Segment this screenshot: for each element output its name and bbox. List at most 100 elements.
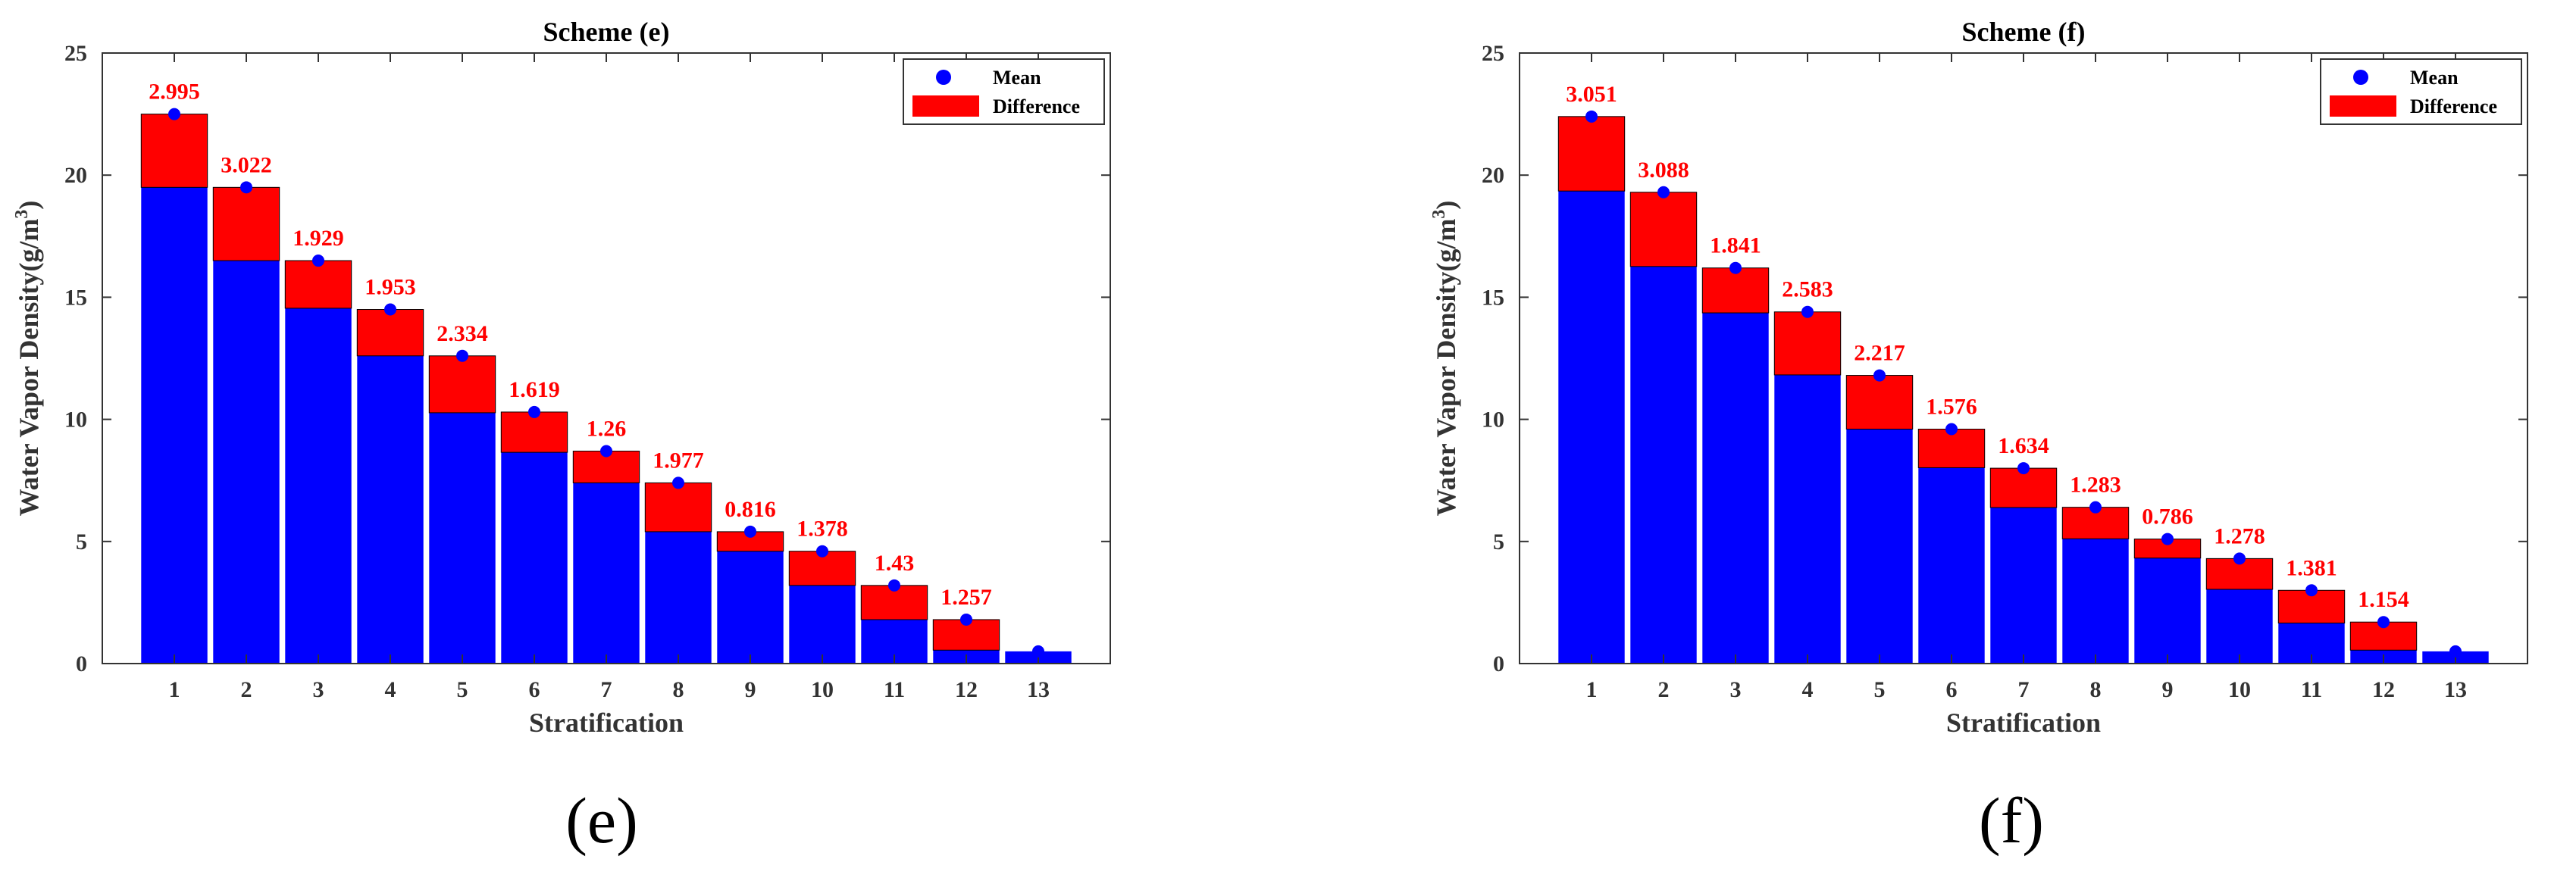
legend-difference-label: Difference: [2410, 95, 2497, 117]
difference-label-5: 2.334: [437, 321, 488, 346]
x-tick-label-1: 1: [1586, 677, 1598, 702]
y-tick-label-15: 15: [1482, 285, 1504, 310]
difference-bar-7: [1989, 467, 2058, 508]
x-tick-label-9: 9: [745, 677, 756, 702]
mean-point-4: [1801, 305, 1814, 318]
difference-label-8: 1.283: [2070, 473, 2121, 498]
difference-label-3: 1.841: [1710, 233, 1761, 258]
mean-bar-4: [357, 355, 424, 664]
difference-label-12: 1.154: [2358, 587, 2409, 612]
mean-point-4: [384, 303, 396, 316]
mean-point-5: [456, 349, 468, 362]
difference-label-10: 1.278: [2214, 523, 2265, 548]
difference-label-10: 1.378: [797, 517, 848, 542]
y-tick-label-10: 10: [1482, 408, 1504, 433]
difference-label-11: 1.381: [2286, 555, 2337, 580]
difference-bar-5: [428, 355, 496, 414]
difference-label-7: 1.26: [587, 417, 627, 442]
legend-mean-marker: [936, 70, 951, 85]
difference-bar-8: [644, 482, 712, 533]
chart-title: Scheme (e): [543, 17, 670, 47]
mean-point-6: [1945, 423, 1958, 436]
x-tick-label-11: 11: [884, 677, 905, 702]
mean-point-2: [240, 181, 252, 194]
difference-label-9: 0.816: [725, 497, 776, 522]
x-tick-label-8: 8: [673, 677, 684, 702]
mean-bar-10: [789, 585, 856, 664]
difference-bar-3: [1701, 267, 1770, 314]
mean-bar-1: [1558, 191, 1625, 664]
legend-mean-marker: [2353, 70, 2368, 85]
x-tick-label-11: 11: [2301, 677, 2322, 702]
y-axis-label: Water Vapor Density(g/m3): [1429, 201, 1461, 517]
difference-label-2: 3.088: [1638, 158, 1689, 183]
y-tick-label-20: 20: [1482, 163, 1504, 188]
x-tick-label-9: 9: [2162, 677, 2174, 702]
y-tick-label-0: 0: [1493, 651, 1504, 676]
mean-point-2: [1657, 186, 1670, 198]
difference-bar-1: [1557, 116, 1626, 192]
mean-point-9: [2161, 533, 2174, 545]
difference-label-12: 1.257: [941, 585, 992, 610]
difference-label-1: 2.995: [149, 80, 200, 105]
mean-point-9: [744, 525, 756, 538]
panel-caption-f: (f): [1979, 784, 2044, 857]
mean-point-6: [528, 405, 540, 418]
y-tick-label-25: 25: [64, 41, 87, 66]
x-tick-label-7: 7: [601, 677, 612, 702]
mean-bar-9: [717, 551, 784, 664]
difference-bar-6: [1917, 428, 1986, 468]
mean-point-7: [2017, 462, 2030, 475]
difference-bar-5: [1845, 375, 1914, 430]
difference-bar-2: [212, 186, 280, 261]
x-tick-label-5: 5: [457, 677, 468, 702]
x-tick-label-1: 1: [169, 677, 180, 702]
x-tick-label-3: 3: [1730, 677, 1742, 702]
x-tick-label-12: 12: [2372, 677, 2395, 702]
mean-bar-6: [501, 452, 568, 664]
y-tick-label-5: 5: [76, 529, 87, 554]
difference-label-11: 1.43: [875, 551, 915, 576]
x-tick-label-6: 6: [529, 677, 540, 702]
legend-mean-label: Mean: [2410, 67, 2459, 89]
x-tick-label-10: 10: [2228, 677, 2251, 702]
difference-bar-1: [140, 114, 208, 188]
legend-difference-swatch: [912, 95, 979, 117]
mean-point-5: [1873, 369, 1886, 382]
difference-label-4: 2.583: [1782, 277, 1833, 302]
x-axis-label: Stratification: [529, 708, 684, 738]
mean-bar-2: [1630, 266, 1697, 664]
x-tick-label-3: 3: [313, 677, 324, 702]
mean-point-11: [888, 579, 900, 592]
y-tick-label-10: 10: [64, 408, 87, 433]
mean-bar-2: [213, 261, 280, 664]
mean-bar-4: [1774, 374, 1841, 664]
mean-point-7: [600, 445, 612, 458]
y-tick-label-25: 25: [1482, 41, 1504, 66]
mean-point-8: [672, 476, 684, 489]
mean-point-13: [2449, 645, 2462, 658]
mean-bar-6: [1918, 467, 1985, 664]
difference-bar-4: [1773, 311, 1842, 376]
mean-point-10: [816, 545, 828, 558]
mean-point-12: [960, 613, 972, 626]
difference-bar-11: [2277, 589, 2346, 623]
difference-bar-4: [356, 309, 424, 357]
mean-bar-8: [2062, 539, 2129, 664]
mean-point-1: [1585, 110, 1598, 123]
difference-bar-3: [284, 260, 352, 309]
x-tick-label-2: 2: [241, 677, 252, 702]
difference-label-1: 3.051: [1566, 82, 1617, 107]
mean-point-3: [1729, 261, 1742, 274]
legend-difference-label: Difference: [993, 95, 1080, 117]
difference-label-4: 1.953: [365, 275, 416, 300]
difference-label-3: 1.929: [293, 226, 344, 251]
mean-bar-10: [2206, 589, 2273, 664]
difference-label-2: 3.022: [221, 152, 272, 177]
y-axis-label: Water Vapor Density(g/m3): [12, 201, 44, 517]
mean-point-12: [2377, 616, 2390, 629]
mean-bar-7: [573, 483, 640, 664]
x-tick-label-12: 12: [955, 677, 978, 702]
